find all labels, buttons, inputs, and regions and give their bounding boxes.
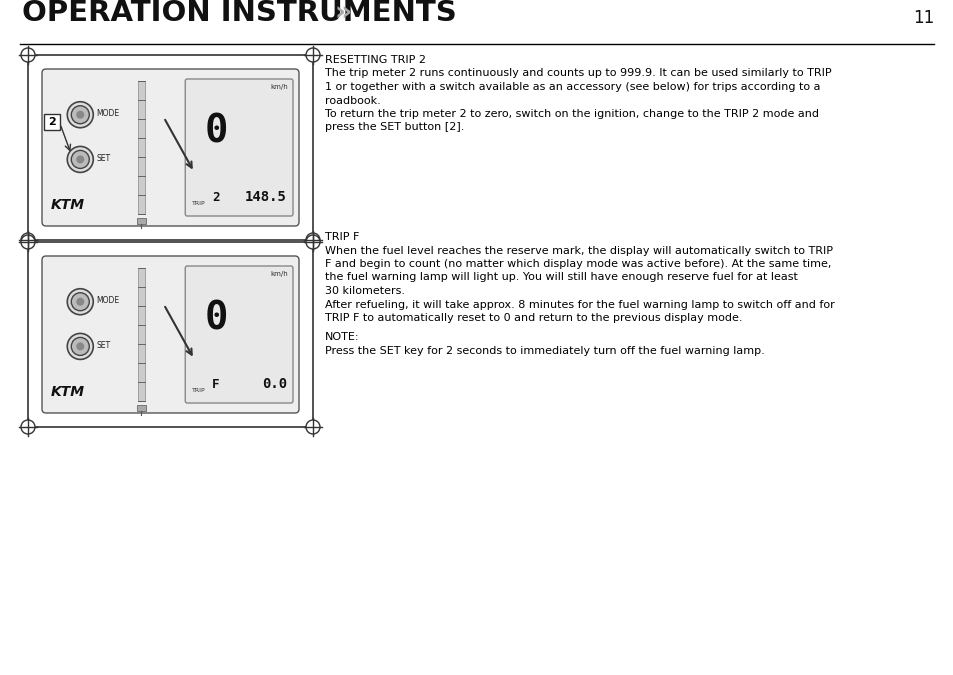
- Text: km/h: km/h: [270, 84, 288, 90]
- Text: 0.0: 0.0: [262, 377, 287, 391]
- Circle shape: [68, 333, 93, 359]
- Bar: [28, 242, 313, 427]
- Text: MODE: MODE: [96, 296, 119, 305]
- Circle shape: [76, 298, 84, 306]
- Circle shape: [21, 235, 35, 249]
- FancyBboxPatch shape: [185, 79, 293, 216]
- Bar: [136, 405, 146, 411]
- Text: the fuel warning lamp will light up. You will still have enough reserve fuel for: the fuel warning lamp will light up. You…: [325, 273, 797, 283]
- Text: RESETTING TRIP 2: RESETTING TRIP 2: [325, 55, 426, 65]
- Circle shape: [306, 48, 319, 62]
- Circle shape: [71, 151, 90, 169]
- Text: F: F: [212, 378, 219, 391]
- Circle shape: [21, 48, 35, 62]
- FancyBboxPatch shape: [185, 266, 293, 403]
- Circle shape: [68, 102, 93, 128]
- Text: 2: 2: [212, 191, 219, 204]
- Circle shape: [76, 155, 84, 163]
- Text: MODE: MODE: [96, 109, 119, 118]
- Circle shape: [68, 289, 93, 315]
- Text: When the fuel level reaches the reserve mark, the display will automatically swi: When the fuel level reaches the reserve …: [325, 246, 832, 256]
- Text: 0: 0: [204, 113, 228, 151]
- Text: KTM: KTM: [51, 198, 85, 212]
- Bar: [137, 268, 145, 401]
- Text: SET: SET: [96, 341, 111, 350]
- Text: The trip meter 2 runs continuously and counts up to 999.9. It can be used simila: The trip meter 2 runs continuously and c…: [325, 68, 831, 78]
- Bar: [44, 113, 60, 130]
- Text: 1 or together with a switch available as an accessory (see below) for trips acco: 1 or together with a switch available as…: [325, 82, 820, 92]
- Text: 148.5: 148.5: [245, 190, 287, 204]
- Circle shape: [21, 420, 35, 434]
- Text: To return the trip meter 2 to zero, switch on the ignition, change to the TRIP 2: To return the trip meter 2 to zero, swit…: [325, 109, 818, 119]
- FancyBboxPatch shape: [42, 256, 298, 413]
- Text: TRIP: TRIP: [193, 388, 206, 393]
- Circle shape: [76, 342, 84, 350]
- Text: OPERATION INSTRUMENTS: OPERATION INSTRUMENTS: [22, 0, 456, 27]
- Bar: [137, 81, 145, 214]
- Text: F and begin to count (no matter which display mode was active before). At the sa: F and begin to count (no matter which di…: [325, 259, 830, 269]
- Circle shape: [21, 233, 35, 247]
- FancyBboxPatch shape: [42, 69, 298, 226]
- Circle shape: [306, 420, 319, 434]
- Text: 0: 0: [204, 300, 228, 338]
- Text: NOTE:: NOTE:: [325, 333, 359, 342]
- Text: km/h: km/h: [270, 271, 288, 277]
- Text: 30 kilometers.: 30 kilometers.: [325, 286, 405, 296]
- Text: TRIP F to automatically reset to 0 and return to the previous display mode.: TRIP F to automatically reset to 0 and r…: [325, 313, 741, 323]
- Text: roadbook.: roadbook.: [325, 95, 380, 105]
- Text: 11: 11: [912, 9, 933, 27]
- Circle shape: [71, 293, 90, 310]
- Text: TRIP F: TRIP F: [325, 232, 359, 242]
- Text: After refueling, it will take approx. 8 minutes for the fuel warning lamp to swi: After refueling, it will take approx. 8 …: [325, 300, 834, 310]
- Circle shape: [68, 146, 93, 172]
- Circle shape: [71, 338, 90, 356]
- Circle shape: [306, 233, 319, 247]
- Text: »: »: [335, 1, 352, 27]
- Bar: [28, 55, 313, 240]
- Text: press the SET button [2].: press the SET button [2].: [325, 122, 464, 132]
- Text: SET: SET: [96, 154, 111, 163]
- Text: KTM: KTM: [51, 385, 85, 399]
- Text: Press the SET key for 2 seconds to immediately turn off the fuel warning lamp.: Press the SET key for 2 seconds to immed…: [325, 346, 764, 356]
- Text: 2: 2: [48, 117, 56, 127]
- Bar: [136, 218, 146, 224]
- Circle shape: [71, 106, 90, 124]
- Text: TRIP: TRIP: [193, 201, 206, 206]
- Circle shape: [306, 235, 319, 249]
- Circle shape: [76, 111, 84, 119]
